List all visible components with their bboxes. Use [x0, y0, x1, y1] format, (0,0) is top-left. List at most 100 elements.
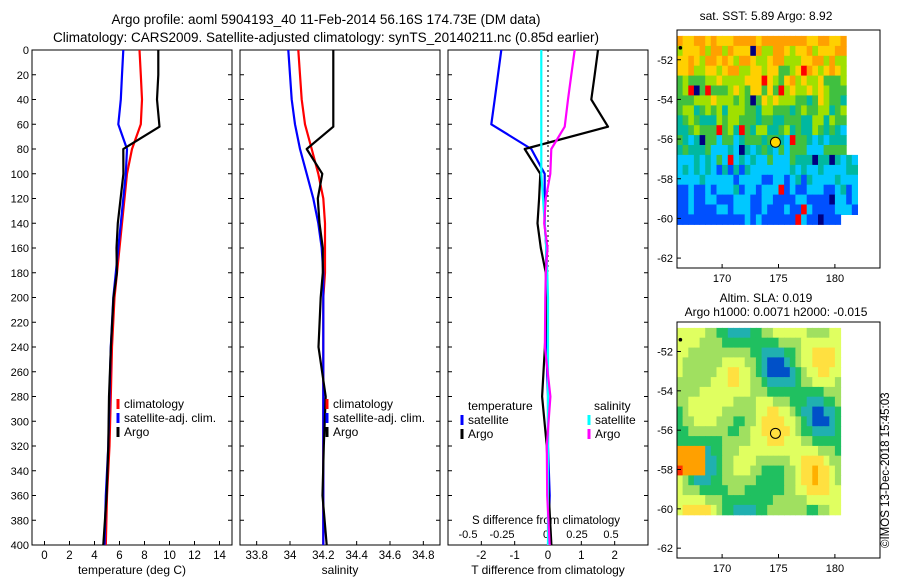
map-cell: [761, 347, 768, 358]
y-tick-label: 280: [11, 392, 29, 404]
map-cell: [705, 204, 712, 215]
map-cell: [677, 115, 684, 126]
map-cell: [784, 377, 791, 388]
map-cell: [716, 377, 723, 388]
map-cell: [705, 164, 712, 176]
map-cell: [750, 455, 757, 467]
map-cell: [722, 347, 729, 358]
x-tick-label: -1: [510, 550, 520, 562]
map-cell: [716, 426, 723, 437]
map-cell: [710, 85, 717, 96]
map-cell: [778, 327, 785, 339]
map-cell: [772, 95, 780, 106]
map-cell: [744, 105, 751, 116]
map-cell: [727, 436, 734, 447]
map-cell: [806, 214, 813, 225]
map-cell: [772, 386, 780, 398]
map-cell: [677, 386, 684, 398]
map-cell: [761, 455, 768, 467]
map-cell: [834, 347, 842, 358]
x-tick-label: 2: [611, 550, 617, 562]
map-cell: [840, 65, 847, 77]
map-cell: [829, 406, 836, 417]
map-cell: [801, 55, 808, 67]
map-cell: [677, 337, 684, 349]
map-cell: [688, 386, 695, 398]
map-cell: [834, 396, 842, 408]
map-cell: [739, 174, 746, 186]
map-cell: [851, 154, 858, 166]
map-y-tick-label: -52: [657, 347, 673, 359]
map-cell: [772, 504, 780, 516]
map-cell: [733, 504, 740, 516]
y-tick-label: 180: [11, 268, 29, 280]
map-cell: [733, 35, 740, 47]
map-cell: [699, 367, 706, 378]
top-x-tick-label: 0: [543, 529, 549, 541]
map-cell: [682, 145, 689, 156]
map-cell: [761, 35, 768, 47]
map-cell: [705, 174, 712, 186]
sst-map-title: sat. SST: 5.89 Argo: 8.92: [700, 9, 833, 23]
map-cell: [688, 115, 695, 126]
map-y-tick-label: -58: [657, 174, 673, 186]
map-cell: [750, 436, 757, 447]
map-cell: [733, 204, 740, 215]
map-cell: [688, 214, 695, 225]
map-cell: [795, 377, 802, 388]
map-cell: [818, 406, 825, 417]
map-cell: [812, 75, 819, 87]
map-cell: [772, 85, 780, 96]
map-cell: [778, 406, 785, 417]
map-cell: [755, 485, 763, 496]
map-cell: [772, 465, 780, 476]
map-cell: [834, 45, 842, 57]
map-cell: [778, 184, 785, 196]
map-cell: [710, 347, 717, 358]
map-cell: [699, 327, 706, 339]
map-cell: [801, 445, 808, 457]
map-cell: [755, 347, 763, 358]
map-cell: [699, 154, 706, 166]
map-cell: [818, 504, 825, 516]
map-cell: [789, 377, 796, 388]
map-cell: [795, 396, 802, 408]
map-cell: [733, 194, 740, 206]
map-cell: [767, 386, 774, 398]
map-cell: [834, 164, 842, 176]
map-cell: [677, 125, 684, 136]
map-cell: [806, 115, 813, 126]
x-tick-label: 34.6: [379, 550, 401, 562]
map-cell: [750, 406, 757, 417]
map-cell: [699, 495, 706, 506]
map-cell: [801, 174, 808, 186]
map-cell: [733, 357, 740, 368]
map-cell: [755, 184, 763, 196]
map-cell: [716, 174, 723, 186]
map-cell: [688, 105, 695, 116]
salinity-panel: 33.8 34 34.2 34.4 34.6 34.8 salinity climatolog…: [239, 49, 441, 577]
map-cell: [693, 416, 701, 427]
map-cell: [834, 135, 842, 146]
legend-label: satellite: [468, 413, 509, 427]
map-cell: [744, 357, 751, 368]
map-cell: [795, 455, 802, 467]
top-x-axis-label: S difference from climatology: [472, 515, 620, 527]
map-cell: [716, 75, 723, 87]
x-tick-label: 8: [141, 550, 147, 562]
map-cell: [699, 105, 706, 116]
map-cell: [761, 426, 768, 437]
map-cell: [739, 445, 746, 457]
y-tick-label: 140: [11, 218, 29, 230]
map-cell: [693, 145, 701, 156]
map-cell: [789, 75, 796, 87]
map-cell: [733, 55, 740, 67]
map-cell: [823, 45, 830, 57]
plot-frame: [239, 49, 441, 546]
map-cell: [761, 184, 768, 196]
map-cell: [834, 65, 842, 77]
x-tick-label: 2: [66, 550, 72, 562]
map-cell: [755, 396, 763, 408]
map-cell: [722, 214, 729, 225]
map-cell: [699, 184, 706, 196]
